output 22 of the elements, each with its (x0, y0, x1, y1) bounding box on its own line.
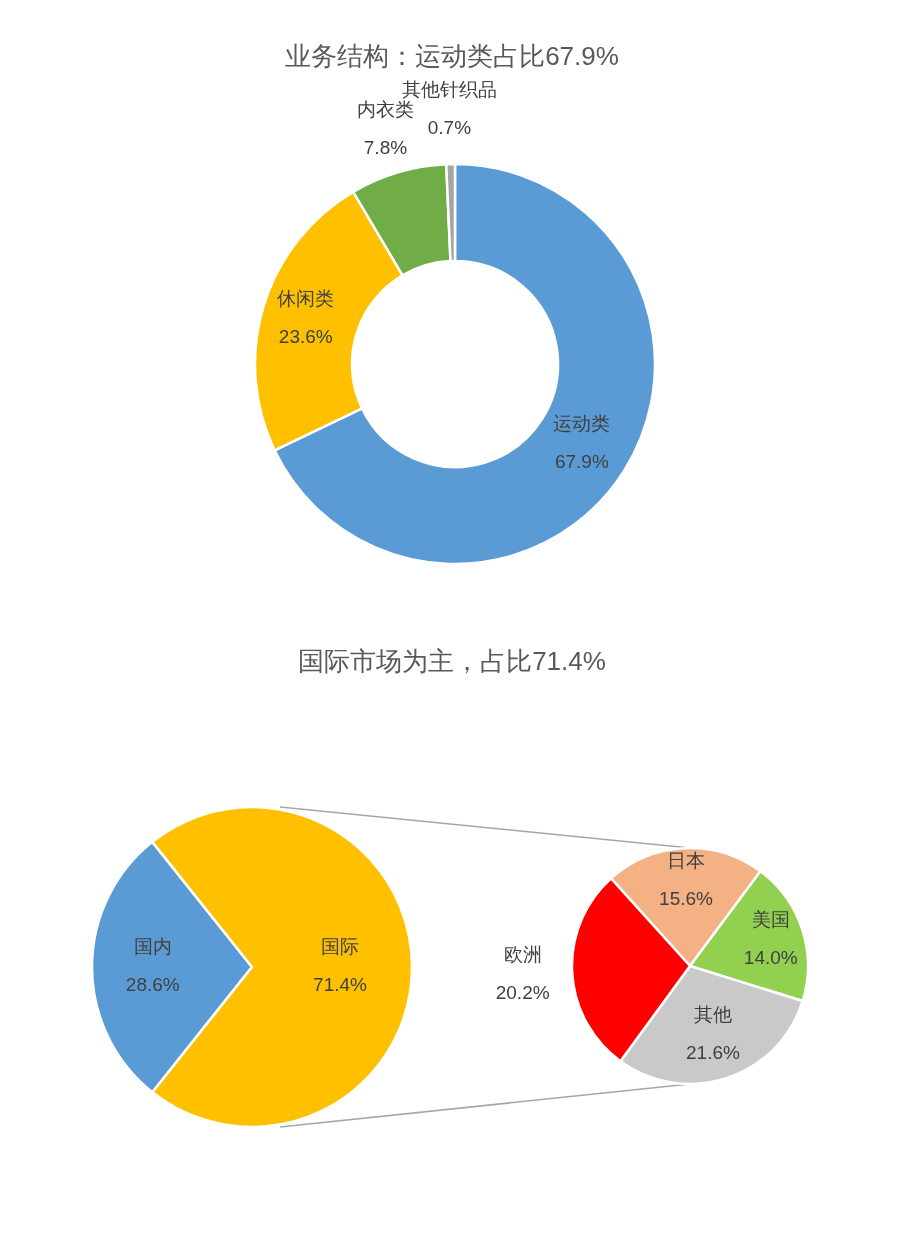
data-label: 23.6% (278, 325, 333, 347)
data-label: 67.9% (554, 450, 609, 472)
data-label: 28.6% (125, 974, 180, 996)
slice-label: 运动类 (553, 412, 611, 434)
data-label: 71.4% (313, 973, 368, 995)
slice-label: 日本 (667, 850, 706, 872)
slice-label: 国内 (133, 936, 172, 958)
slice-label: 其他 (693, 1004, 732, 1026)
chart-title: 业务结构：运动类占比67.9% (285, 40, 619, 71)
data-label: 20.2% (495, 981, 550, 1003)
slice-label: 美国 (751, 908, 790, 930)
data-label: 0.7% (427, 117, 472, 139)
slice-label: 其他针织品 (401, 79, 497, 101)
chart-title: 国际市场为主，占比71.4% (298, 645, 606, 676)
slice-label: 休闲类 (277, 287, 335, 309)
data-label: 7.8% (363, 137, 408, 159)
data-label: 21.6% (686, 1042, 741, 1064)
slice-label: 欧洲 (503, 943, 542, 965)
slice-label: 内衣类 (356, 99, 414, 121)
data-label: 15.6% (659, 888, 714, 910)
slice-label: 国际 (321, 935, 359, 957)
data-label: 14.0% (743, 946, 798, 968)
